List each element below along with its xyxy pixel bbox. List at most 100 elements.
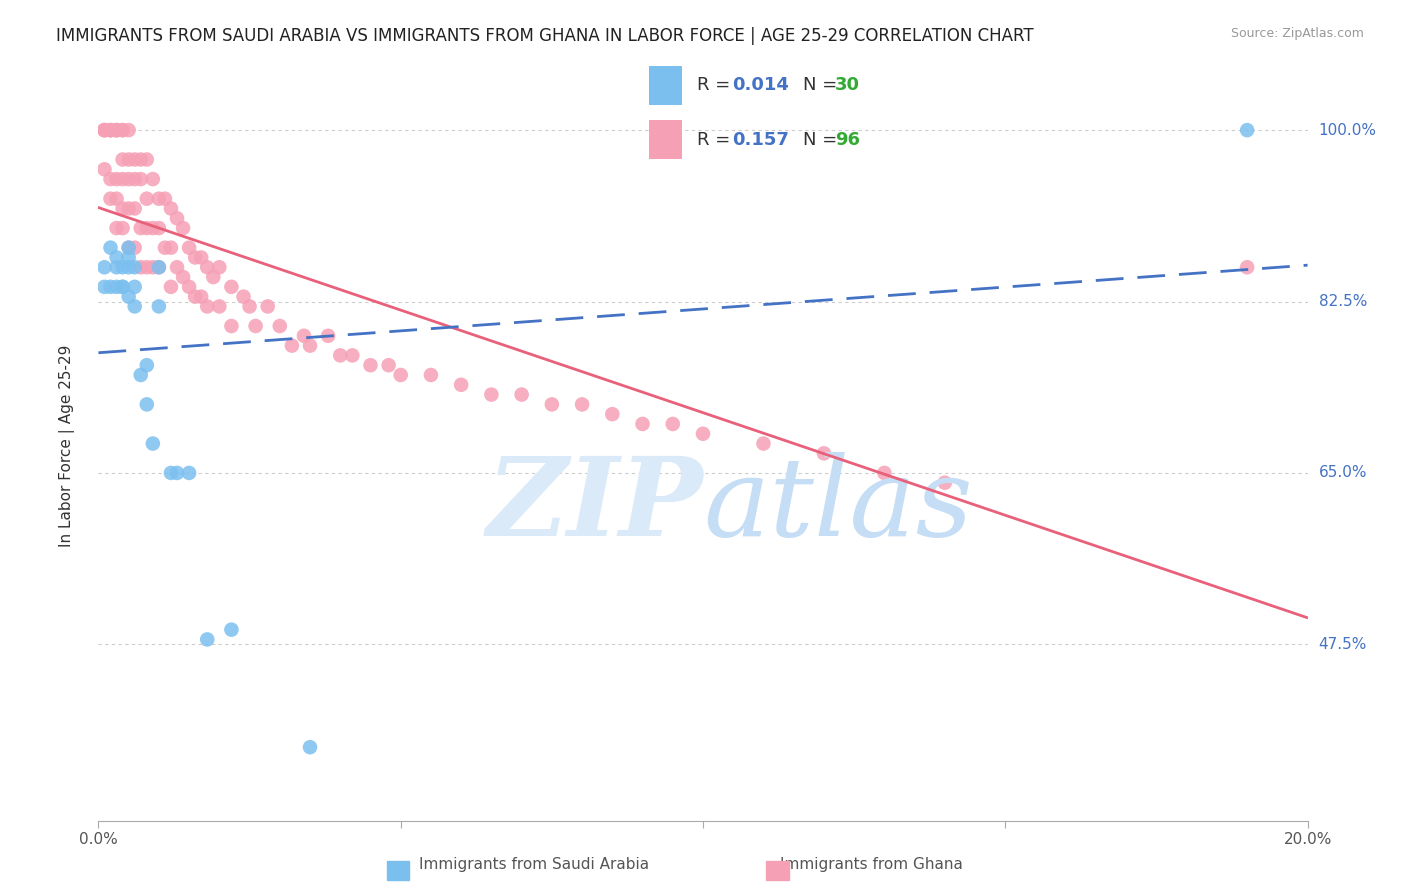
Text: atlas: atlas: [703, 452, 973, 559]
Point: [111, 221, 134, 235]
Point: [105, 123, 128, 137]
Point: [118, 153, 141, 167]
Point: [1236, 123, 1258, 137]
Point: [195, 632, 218, 647]
Point: [571, 397, 593, 411]
Point: [100, 123, 122, 137]
Point: [100, 280, 122, 294]
Text: 82.5%: 82.5%: [1319, 294, 1367, 309]
Text: 47.5%: 47.5%: [1319, 637, 1367, 652]
Point: [118, 290, 141, 304]
Point: [124, 260, 146, 275]
Point: [166, 466, 188, 480]
Point: [190, 290, 212, 304]
Point: [1236, 260, 1258, 275]
Point: [100, 241, 122, 255]
Point: [245, 318, 267, 333]
Text: ZIP: ZIP: [486, 452, 703, 559]
Point: [160, 280, 183, 294]
Point: [100, 123, 122, 137]
Point: [232, 290, 254, 304]
Point: [292, 328, 315, 343]
Point: [602, 407, 624, 421]
Point: [195, 300, 218, 314]
Point: [135, 153, 157, 167]
Point: [105, 123, 128, 137]
Point: [934, 475, 956, 490]
Point: [124, 241, 146, 255]
Point: [172, 270, 194, 285]
Point: [299, 338, 322, 352]
Point: [179, 466, 201, 480]
Point: [100, 192, 122, 206]
Point: [179, 241, 201, 255]
Point: [118, 241, 141, 255]
Point: [179, 280, 201, 294]
Point: [118, 172, 141, 186]
Point: [420, 368, 443, 382]
Point: [166, 260, 188, 275]
Point: [124, 202, 146, 216]
Point: [111, 280, 134, 294]
Point: [118, 260, 141, 275]
Text: N =: N =: [803, 130, 844, 149]
Point: [661, 417, 683, 431]
Point: [142, 260, 165, 275]
Point: [256, 300, 278, 314]
Point: [124, 280, 146, 294]
Text: Immigrants from Saudi Arabia: Immigrants from Saudi Arabia: [419, 857, 650, 872]
Point: [129, 368, 152, 382]
Point: [450, 377, 472, 392]
Point: [166, 211, 188, 226]
Point: [148, 260, 170, 275]
Point: [281, 338, 304, 352]
Text: Source: ZipAtlas.com: Source: ZipAtlas.com: [1230, 27, 1364, 40]
Point: [118, 123, 141, 137]
Point: [142, 436, 165, 450]
Point: [100, 123, 122, 137]
Point: [118, 251, 141, 265]
Point: [135, 358, 157, 372]
Point: [124, 172, 146, 186]
Point: [269, 318, 291, 333]
Point: [148, 192, 170, 206]
Point: [105, 280, 128, 294]
Point: [93, 280, 115, 294]
Point: [540, 397, 562, 411]
Point: [184, 251, 207, 265]
Point: [221, 280, 243, 294]
Point: [692, 426, 714, 441]
Point: [360, 358, 382, 372]
Point: [93, 162, 115, 177]
Point: [631, 417, 654, 431]
Point: [160, 466, 183, 480]
Point: [160, 241, 183, 255]
Text: R =: R =: [697, 130, 737, 149]
Point: [105, 123, 128, 137]
Text: 30: 30: [835, 77, 859, 95]
Point: [184, 290, 207, 304]
Point: [129, 172, 152, 186]
Text: 0.157: 0.157: [733, 130, 789, 149]
Point: [752, 436, 775, 450]
Point: [124, 153, 146, 167]
Point: [221, 623, 243, 637]
Point: [299, 740, 322, 755]
Point: [142, 172, 165, 186]
Point: [208, 300, 231, 314]
Point: [172, 221, 194, 235]
Point: [93, 123, 115, 137]
Point: [160, 202, 183, 216]
Point: [129, 260, 152, 275]
Point: [135, 260, 157, 275]
Point: [153, 192, 176, 206]
Point: [118, 241, 141, 255]
Point: [93, 123, 115, 137]
Point: [813, 446, 835, 460]
Point: [111, 260, 134, 275]
Point: [316, 328, 339, 343]
FancyBboxPatch shape: [648, 66, 682, 105]
Point: [510, 387, 533, 401]
Point: [195, 260, 218, 275]
Point: [111, 123, 134, 137]
